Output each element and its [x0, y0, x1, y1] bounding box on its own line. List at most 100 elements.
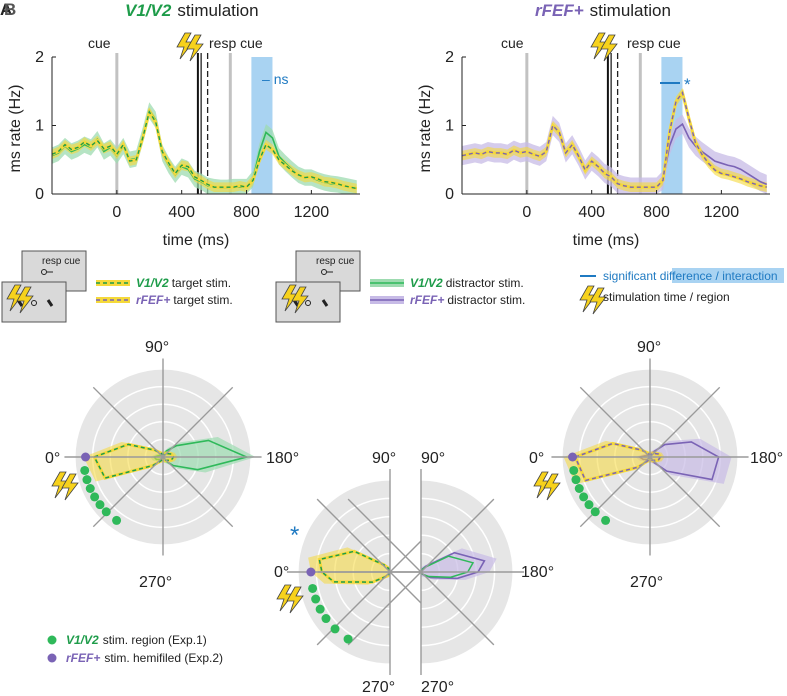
- x-tick-label: 800: [643, 204, 670, 221]
- polar-label-90: 90°: [372, 450, 396, 467]
- bottom-legend-v1v2: V1/V2 stim. region (Exp.1): [66, 633, 207, 647]
- target-band: [52, 107, 357, 194]
- y-tick-label: 1: [445, 118, 454, 135]
- svg-text:resp cue: resp cue: [316, 256, 355, 267]
- legend-sig-text: significant difference / interaction: [603, 269, 778, 283]
- polar-spoke: [579, 386, 721, 528]
- star-label-right: *: [684, 75, 691, 94]
- stim-dot-v1v2: [90, 492, 100, 502]
- stim-dot-rfef: [306, 567, 316, 577]
- legend-dot-purple: [47, 653, 57, 663]
- polar-label-90: 90°: [637, 339, 661, 356]
- y-tick-label: 0: [445, 186, 454, 203]
- timecourse-plot-v1v2: 0 1 2 0 400 800 1200 time (ms) ms rate (Hz): [7, 49, 360, 249]
- x-axis-label: time (ms): [573, 232, 640, 249]
- polar-label-270: 270°: [139, 574, 172, 591]
- stim-dot-v1v2: [574, 483, 584, 493]
- ns-label: – ns: [262, 71, 288, 87]
- timecourse-plot-rfef: 0 1 2 0 400 800 1200 time (ms) ms rate (Hz): [417, 49, 770, 249]
- stim-dot-v1v2: [315, 604, 325, 614]
- polar-labels-middle: 90° 90° 0° 180° 270° 270° *: [274, 450, 554, 696]
- legend-distractor: V1/V2 distractor stim. rFEF+ distractor st…: [370, 276, 525, 307]
- polar-label-270: 270°: [630, 574, 663, 591]
- stimulus-illustration-left: resp cue: [1, 250, 87, 323]
- stim-dot-v1v2: [101, 507, 111, 517]
- stim-dot-v1v2: [95, 500, 105, 510]
- legend-target-rfef: rFEF+ target stim.: [136, 293, 233, 307]
- right-title: rFEF+ stimulation: [535, 1, 671, 20]
- polar-label-0: 0°: [45, 450, 60, 467]
- polar-label-0: 0°: [274, 564, 289, 581]
- star-label-polar: *: [290, 522, 299, 549]
- target-band: [462, 87, 767, 192]
- y-axis-label: ms rate (Hz): [7, 85, 24, 173]
- distractor-band: [462, 114, 767, 194]
- resp-cue-label-right: resp cue: [627, 35, 681, 51]
- polar-spoke: [347, 498, 495, 646]
- lightning-icon: [276, 584, 304, 614]
- lightning-icon: [590, 32, 618, 62]
- left-title: V1/V2 stimulation: [125, 1, 259, 20]
- stim-dot-v1v2: [590, 507, 600, 517]
- resp-cue-label-left: resp cue: [209, 35, 263, 51]
- legend-significance: significant difference / interaction sti…: [579, 268, 784, 315]
- stim-dot-v1v2: [569, 465, 579, 475]
- stim-dot-rfef: [81, 452, 91, 462]
- panel-label: A: [0, 0, 12, 19]
- polar-labels-left: 90° 0° 180° 270°: [45, 339, 299, 591]
- stim-dot-rfef: [568, 452, 578, 462]
- svg-text:resp cue: resp cue: [42, 256, 81, 267]
- polar-labels-right: 90° 0° 180° 270°: [529, 339, 783, 591]
- bottom-legend-rfef: rFEF+ stim. hemifiled (Exp.2): [66, 651, 223, 665]
- lightning-icon: [51, 471, 79, 501]
- legend-dot-green: [47, 635, 57, 645]
- polar-label-180: 180°: [266, 450, 299, 467]
- x-tick-label: 400: [578, 204, 605, 221]
- stim-dot-v1v2: [80, 465, 90, 475]
- x-tick-label: 1200: [704, 204, 740, 221]
- stim-dot-v1v2: [343, 634, 353, 644]
- polar-label-180: 180°: [521, 564, 554, 581]
- stim-dot-v1v2: [601, 515, 611, 525]
- stim-dot-v1v2: [308, 583, 318, 593]
- x-tick-label: 1200: [294, 204, 330, 221]
- polar-plot-rfef: [551, 358, 749, 556]
- target-line: [51, 110, 357, 190]
- polar-spoke: [92, 386, 234, 528]
- cue-label-right: cue: [501, 35, 524, 51]
- legend-distractor-rfef: rFEF+ distractor stim.: [410, 293, 525, 307]
- legend-target-v1v2: V1/V2 target stim.: [136, 276, 231, 290]
- x-tick-label: 0: [112, 204, 121, 221]
- y-tick-label: 2: [35, 49, 44, 66]
- lightning-icon: [533, 471, 561, 501]
- stim-dot-v1v2: [584, 500, 594, 510]
- stimulus-illustration-right: resp cue: [275, 250, 361, 323]
- stim-dot-v1v2: [311, 594, 321, 604]
- target-line: [461, 90, 767, 188]
- bottom-legend: V1/V2 stim. region (Exp.1) rFEF+ stim. hem…: [47, 633, 223, 665]
- sig-dash-icon: –: [262, 71, 274, 87]
- polar-label-270: 270°: [421, 679, 454, 696]
- cue-label-left: cue: [88, 35, 111, 51]
- panel-label-overlap: B: [4, 0, 16, 19]
- polar-label-0: 0°: [529, 450, 544, 467]
- x-tick-label: 400: [168, 204, 195, 221]
- y-tick-label: 1: [35, 118, 44, 135]
- polar-label-90: 90°: [145, 339, 169, 356]
- polar-plot-interaction: [286, 468, 525, 676]
- polar-label-90: 90°: [421, 450, 445, 467]
- polar-label-270: 270°: [362, 679, 395, 696]
- x-tick-label: 0: [522, 204, 531, 221]
- y-tick-label: 0: [35, 186, 44, 203]
- y-tick-label: 2: [445, 49, 454, 66]
- lightning-icon: [176, 32, 204, 62]
- x-tick-label: 800: [233, 204, 260, 221]
- legend-stim-text: stimulation time / region: [603, 290, 730, 304]
- polar-plot-v1v2: [64, 358, 262, 556]
- stim-dot-v1v2: [85, 483, 95, 493]
- stim-dot-v1v2: [112, 515, 122, 525]
- stim-dot-v1v2: [571, 475, 581, 485]
- stim-dot-v1v2: [579, 492, 589, 502]
- stim-dot-v1v2: [82, 475, 92, 485]
